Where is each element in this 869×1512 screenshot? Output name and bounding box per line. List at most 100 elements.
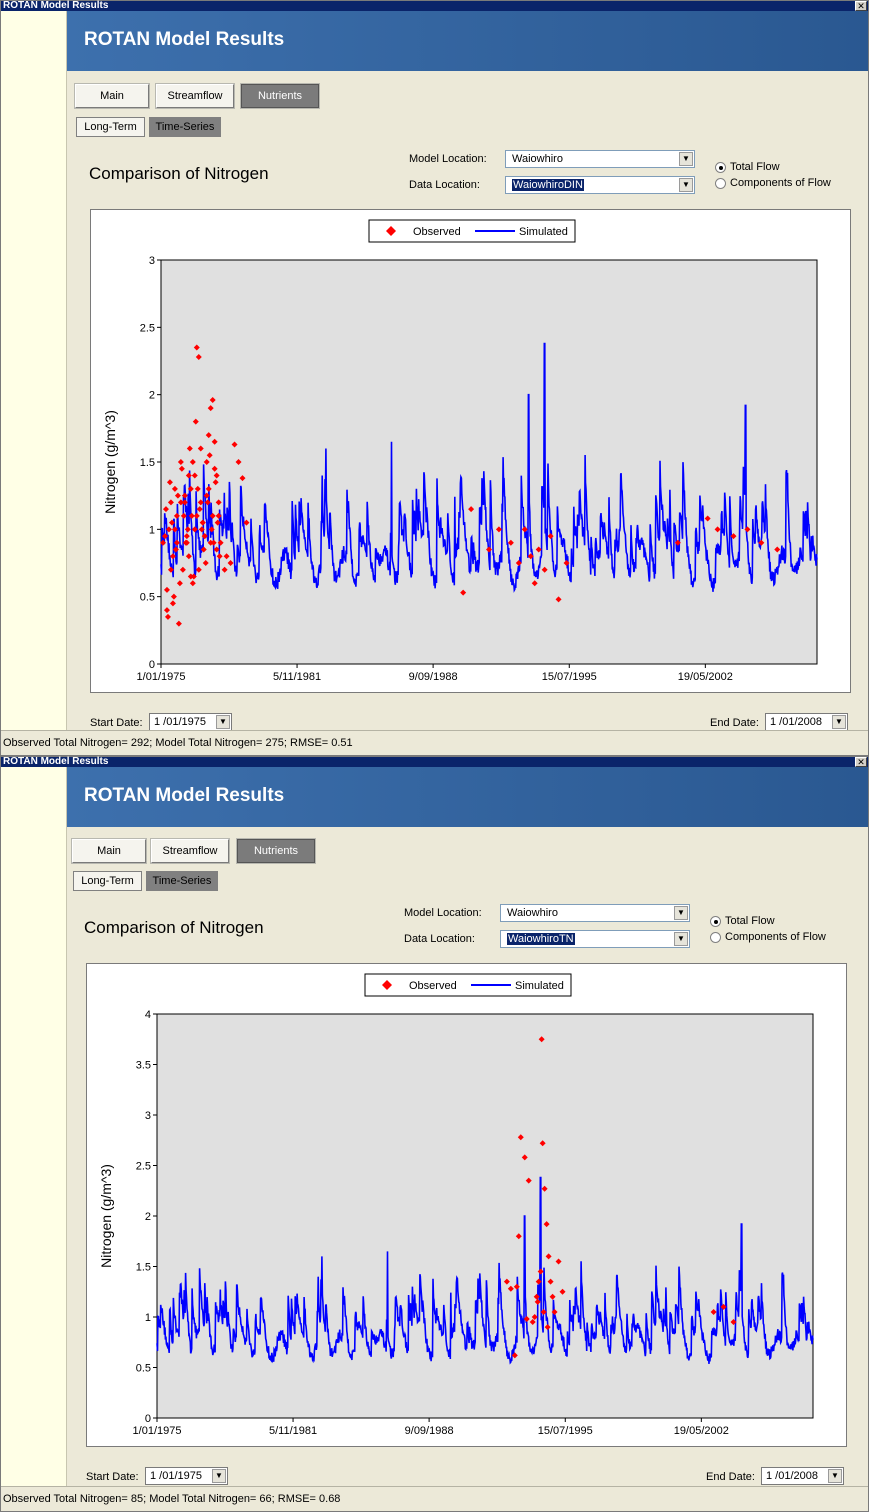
observed-point [513,1283,520,1290]
observed-point [206,452,213,459]
observed-point [195,566,202,573]
x-tick-label: 1/01/1975 [137,671,186,683]
observed-point [221,566,228,573]
start-date-label: Start Date: [86,1471,139,1483]
model-location-select[interactable]: Waiowhiro ▼ [500,904,690,922]
observed-point [187,573,194,580]
x-tick-label: 9/09/1988 [409,671,458,683]
chevron-down-icon[interactable]: ▼ [679,178,693,192]
observed-point [171,526,178,533]
observed-point [159,539,166,546]
observed-point [199,519,206,526]
observed-point [460,589,467,596]
observed-point [223,553,230,560]
observed-point [216,553,223,560]
legend-simulated-label: Simulated [515,980,564,992]
legend-simulated-label: Simulated [519,226,568,238]
page-title: ROTAN Model Results [67,767,868,827]
data-location-select[interactable]: WaiowhiroDIN ▼ [505,176,695,194]
observed-point [213,472,220,479]
tab-streamflow[interactable]: Streamflow [150,838,230,864]
x-tick-label: 19/05/2002 [674,1425,729,1437]
tab-nutrients[interactable]: Nutrients [240,83,320,109]
observed-point [197,499,204,506]
observed-point [209,397,216,404]
observed-point [507,539,514,546]
observed-point [549,1293,556,1300]
radio-components-label: Components of Flow [725,931,826,943]
observed-point [555,1258,562,1265]
subtab-time-series[interactable]: Time-Series [146,871,218,891]
model-location-select[interactable]: Waiowhiro ▼ [505,150,695,168]
observed-point [177,499,184,506]
close-icon[interactable]: ✕ [855,757,867,767]
observed-point [205,432,212,439]
observed-point [162,506,169,513]
close-icon[interactable]: ✕ [855,1,867,11]
observed-point [704,515,711,522]
subtab-time-series[interactable]: Time-Series [149,117,221,137]
simulated-series-line [160,342,818,593]
observed-point [563,560,570,566]
radio-components-of-flow[interactable]: Components of Flow [710,931,826,943]
tab-streamflow[interactable]: Streamflow [155,83,235,109]
y-tick-label: 2.5 [136,1161,151,1173]
nitrogen-chart: 0 0.5 1 1.5 2 2.5 3 1/01/1975 5/11/1981 9/09/1988… [102,219,818,683]
legend-observed-label: Observed [413,226,461,238]
observed-point [231,441,238,448]
simulated-series-line [156,1176,814,1365]
radio-total-flow-label: Total Flow [730,161,780,173]
observed-point [215,512,222,519]
start-date-value: 1 /01/1975 [154,716,206,728]
observed-point [525,1177,532,1184]
radio-total-flow[interactable]: Total Flow [710,915,775,927]
observed-point [211,438,218,445]
radio-total-flow-label: Total Flow [725,915,775,927]
end-date-picker[interactable]: 1 /01/2008 ▼ [761,1467,844,1485]
observed-point [163,586,170,593]
observed-point [191,526,198,533]
chart-heading: Comparison of Nitrogen [84,918,264,937]
tab-main[interactable]: Main [74,83,150,109]
chevron-down-icon[interactable]: ▼ [832,715,846,729]
observed-point [515,560,522,566]
observed-point [744,526,751,533]
observed-point [243,519,250,526]
chevron-down-icon[interactable]: ▼ [828,1469,842,1483]
radio-total-flow[interactable]: Total Flow [715,161,780,173]
radio-unselected-icon [715,177,726,189]
radio-components-of-flow[interactable]: Components of Flow [715,177,831,189]
subtab-long-term[interactable]: Long-Term [76,117,145,137]
data-location-select[interactable]: WaiowhiroTN ▼ [500,930,690,948]
observed-point [547,1278,554,1285]
observed-point [543,1221,550,1228]
observed-point [211,465,218,472]
observed-point [205,485,212,492]
observed-point [167,499,174,506]
start-date-picker[interactable]: 1 /01/1975 ▼ [149,713,232,731]
observed-point [193,344,200,351]
tab-nutrients[interactable]: Nutrients [236,838,316,864]
main-panel: ROTAN Model Results Main Streamflow Nutr… [67,11,868,731]
data-location-label: Data Location: [404,933,475,945]
observed-point [173,512,180,519]
chevron-down-icon[interactable]: ▼ [212,1469,226,1483]
observed-point [203,492,210,499]
observed-point [551,1308,558,1315]
chart-area: 0 0.5 1 1.5 2 2.5 3 1/01/1975 5/11/1981 9/09/1988… [90,209,851,693]
end-date-label: End Date: [706,1471,755,1483]
chevron-down-icon[interactable]: ▼ [674,906,688,920]
observed-point [521,1154,528,1161]
observed-point [559,1288,566,1295]
chevron-down-icon[interactable]: ▼ [216,715,230,729]
start-date-picker[interactable]: 1 /01/1975 ▼ [145,1467,228,1485]
x-tick-label: 5/11/1981 [269,1425,317,1437]
tab-main[interactable]: Main [71,838,147,864]
subtab-long-term[interactable]: Long-Term [73,871,142,891]
plot-area [160,259,818,665]
chevron-down-icon[interactable]: ▼ [679,152,693,166]
chevron-down-icon[interactable]: ▼ [674,932,688,946]
observed-point [213,546,220,553]
end-date-picker[interactable]: 1 /01/2008 ▼ [765,713,848,731]
window-titlebar: ROTAN Model Results ✕ [1,757,868,767]
